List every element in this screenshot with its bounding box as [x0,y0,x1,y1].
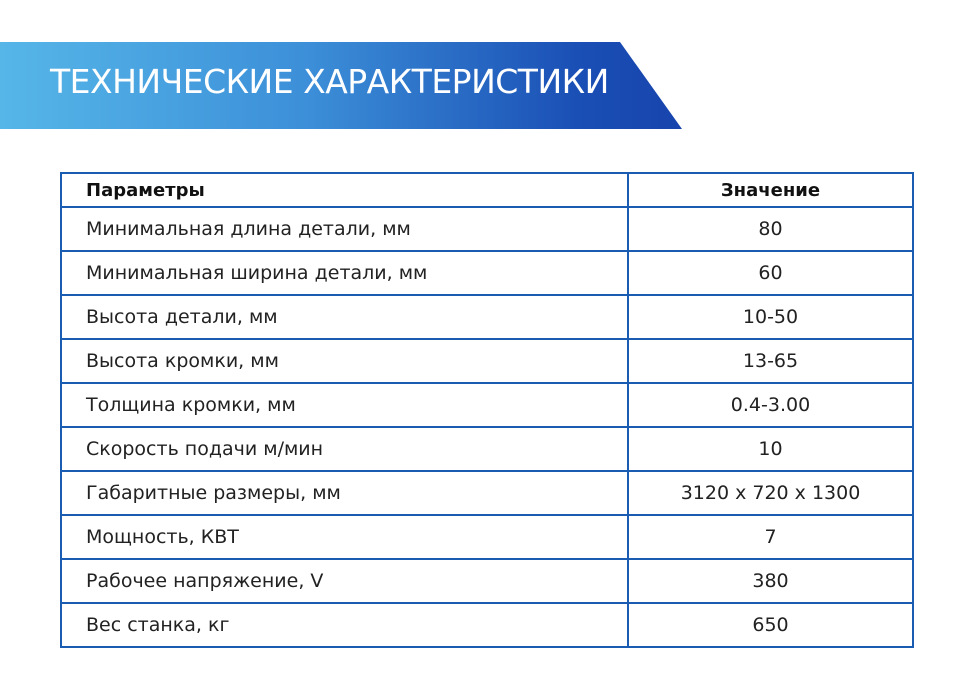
value-cell: 380 [627,558,914,604]
value-cell: 650 [627,602,914,648]
table-row: Вес станка, кг 650 [60,602,914,648]
value-cell: 10 [627,426,914,472]
table-row: Габаритные размеры, мм 3120 х 720 х 1300 [60,470,914,516]
table-row: Высота кромки, мм 13-65 [60,338,914,384]
table-header-row: Параметры Значение [60,172,914,208]
parameter-cell: Мощность, КВТ [60,514,629,560]
value-cell: 13-65 [627,338,914,384]
parameter-cell: Рабочее напряжение, V [60,558,629,604]
value-cell: 7 [627,514,914,560]
value-cell: 3120 х 720 х 1300 [627,470,914,516]
parameter-cell: Минимальная длина детали, мм [60,206,629,252]
parameter-cell: Габаритные размеры, мм [60,470,629,516]
table-row: Минимальная длина детали, мм 80 [60,206,914,252]
table-row: Минимальная ширина детали, мм 60 [60,250,914,296]
parameter-cell: Высота кромки, мм [60,338,629,384]
table-row: Рабочее напряжение, V 380 [60,558,914,604]
table-row: Мощность, КВТ 7 [60,514,914,560]
table-row: Скорость подачи м/мин 10 [60,426,914,472]
table-row: Толщина кромки, мм 0.4-3.00 [60,382,914,428]
value-cell: 10-50 [627,294,914,340]
title-banner: ТЕХНИЧЕСКИЕ ХАРАКТЕРИСТИКИ [0,42,682,129]
header-value: Значение [627,172,914,208]
value-cell: 0.4-3.00 [627,382,914,428]
parameter-cell: Скорость подачи м/мин [60,426,629,472]
parameter-cell: Минимальная ширина детали, мм [60,250,629,296]
header-parameters: Параметры [60,172,629,208]
parameter-cell: Толщина кромки, мм [60,382,629,428]
parameter-cell: Высота детали, мм [60,294,629,340]
table-row: Высота детали, мм 10-50 [60,294,914,340]
page-title: ТЕХНИЧЕСКИЕ ХАРАКТЕРИСТИКИ [50,62,609,101]
value-cell: 80 [627,206,914,252]
value-cell: 60 [627,250,914,296]
specs-table: Параметры Значение Минимальная длина дет… [60,172,914,648]
parameter-cell: Вес станка, кг [60,602,629,648]
